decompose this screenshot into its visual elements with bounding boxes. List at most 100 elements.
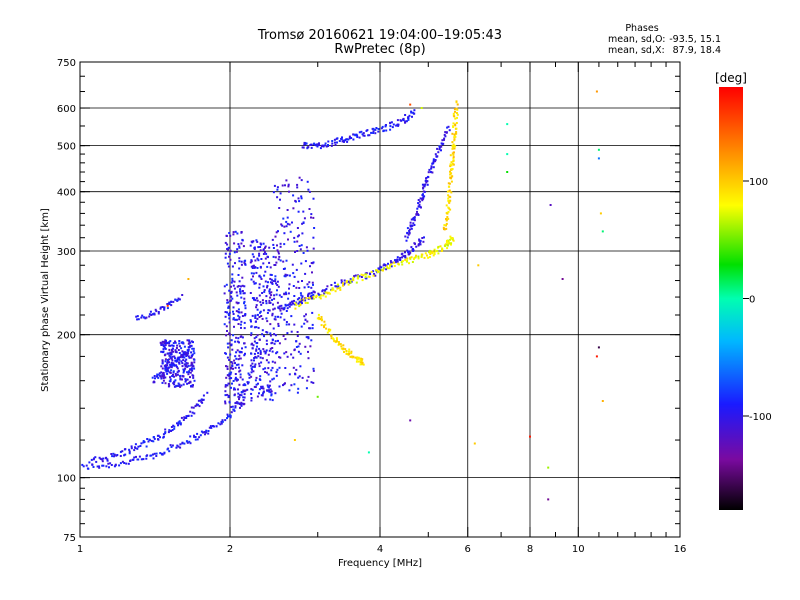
data-point: [435, 250, 438, 253]
data-point: [252, 275, 254, 278]
data-point: [268, 290, 271, 293]
data-point: [293, 349, 296, 352]
data-point: [166, 448, 169, 451]
data-point: [277, 325, 280, 327]
stats-o-values: -93.5, 15.1: [669, 34, 721, 45]
data-point: [415, 213, 418, 215]
data-point: [307, 350, 309, 353]
data-point: [187, 370, 190, 373]
data-point: [304, 345, 307, 348]
data-point: [322, 144, 325, 147]
data-point: [197, 399, 200, 402]
y-tick-label: 750: [57, 58, 76, 69]
data-point: [333, 340, 336, 342]
data-point: [440, 250, 443, 252]
data-point: [290, 353, 293, 356]
data-point: [134, 447, 137, 449]
data-point: [234, 366, 237, 369]
data-point: [361, 361, 364, 364]
data-point: [282, 307, 285, 310]
data-point: [443, 224, 446, 227]
data-point: [316, 395, 319, 398]
data-point: [293, 439, 296, 441]
data-point: [257, 355, 260, 358]
data-point: [298, 176, 301, 179]
data-point: [307, 375, 310, 378]
data-point: [284, 367, 287, 369]
data-point: [278, 356, 281, 359]
data-point: [166, 360, 169, 363]
data-point: [362, 363, 365, 366]
data-point: [244, 346, 247, 349]
data-point: [311, 327, 314, 330]
data-point: [185, 379, 187, 382]
data-point: [339, 286, 342, 289]
data-point: [227, 313, 230, 316]
data-point: [266, 320, 269, 323]
data-point: [198, 405, 201, 408]
data-point: [243, 383, 246, 386]
data-point: [224, 352, 227, 355]
data-point: [451, 141, 454, 144]
data-point: [191, 411, 194, 414]
data-point: [343, 351, 345, 353]
data-point: [237, 310, 240, 313]
data-point: [280, 312, 283, 315]
data-point: [164, 431, 167, 434]
data-point: [447, 242, 450, 245]
data-point: [239, 373, 242, 376]
data-point: [240, 296, 243, 299]
data-point: [281, 184, 284, 187]
data-point: [226, 368, 229, 370]
data-point: [452, 143, 455, 146]
data-point: [310, 286, 313, 289]
data-point: [240, 404, 243, 407]
data-point: [340, 279, 343, 282]
data-point: [421, 237, 424, 239]
data-point: [422, 240, 425, 243]
data-point: [164, 432, 167, 435]
data-point: [240, 391, 243, 393]
data-point: [279, 198, 281, 201]
data-point: [254, 356, 257, 359]
data-point: [98, 466, 101, 469]
data-points: [81, 90, 604, 501]
data-point: [148, 313, 151, 316]
data-point: [264, 367, 267, 370]
data-point: [234, 373, 237, 375]
data-point: [168, 358, 171, 361]
data-point: [223, 292, 226, 295]
data-point: [232, 317, 235, 320]
data-point: [271, 338, 274, 341]
data-point: [229, 295, 232, 298]
data-point: [428, 256, 431, 258]
data-point: [529, 435, 531, 438]
data-point: [168, 303, 171, 306]
data-point: [125, 462, 128, 465]
data-point: [159, 307, 162, 310]
data-point: [294, 251, 296, 253]
data-point: [425, 177, 428, 179]
data-point: [244, 389, 247, 392]
data-point: [153, 375, 156, 377]
data-point: [297, 345, 300, 348]
data-point: [238, 280, 241, 283]
data-point: [284, 303, 287, 306]
data-point: [220, 421, 223, 424]
data-point: [100, 458, 103, 461]
data-point: [270, 294, 273, 297]
data-point: [341, 136, 343, 139]
data-point: [310, 297, 313, 300]
data-point: [155, 375, 158, 378]
data-point: [174, 340, 176, 343]
data-point: [190, 406, 193, 409]
data-point: [227, 415, 229, 418]
data-point: [249, 261, 252, 264]
data-point: [434, 153, 437, 156]
data-point: [96, 465, 99, 468]
data-point: [296, 298, 299, 301]
data-point: [259, 301, 262, 304]
data-point: [236, 285, 239, 288]
data-point: [255, 336, 258, 339]
data-point: [295, 268, 298, 271]
